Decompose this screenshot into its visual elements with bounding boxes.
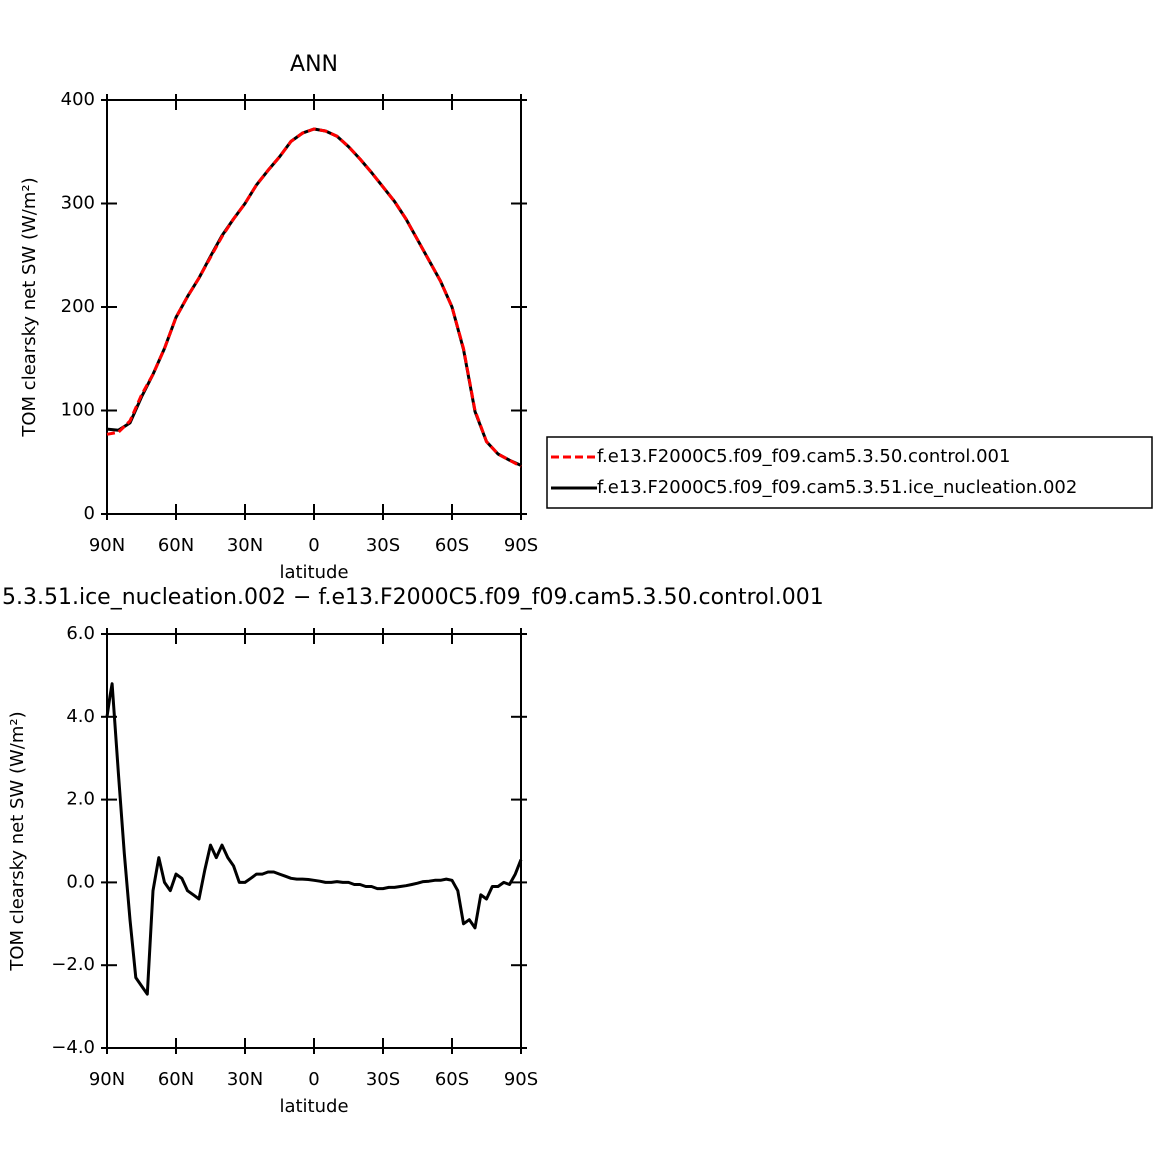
y-tick-label: 400 bbox=[61, 89, 95, 110]
x-tick-label: 30S bbox=[366, 1069, 400, 1090]
y-tick-label: 4.0 bbox=[66, 706, 95, 727]
x-tick-label: 90S bbox=[504, 1069, 538, 1090]
legend-box bbox=[546, 436, 1153, 509]
chart-title: ANN bbox=[290, 52, 338, 77]
data-line bbox=[106, 127, 522, 467]
x-axis-label: latitude bbox=[279, 1096, 348, 1117]
y-tick-label: −4.0 bbox=[51, 1037, 95, 1058]
plot-frame bbox=[106, 99, 522, 515]
x-tick-label: 0 bbox=[308, 535, 319, 556]
x-tick-label: 60S bbox=[435, 535, 469, 556]
x-tick-label: 60N bbox=[158, 1069, 194, 1090]
legend-label: f.e13.F2000C5.f09_f09.cam5.3.51.ice_nucl… bbox=[597, 477, 1077, 498]
x-tick-label: 0 bbox=[308, 1069, 319, 1090]
y-tick-label: 2.0 bbox=[66, 789, 95, 810]
x-tick-label: 60S bbox=[435, 1069, 469, 1090]
y-tick-label: 300 bbox=[61, 193, 95, 214]
x-axis-label: latitude bbox=[279, 562, 348, 583]
x-tick-label: 30N bbox=[227, 535, 263, 556]
data-line bbox=[105, 682, 523, 996]
y-tick-label: −2.0 bbox=[51, 954, 95, 975]
y-tick-label: 100 bbox=[61, 400, 95, 421]
x-tick-label: 90S bbox=[504, 535, 538, 556]
y-tick-label: 6.0 bbox=[66, 623, 95, 644]
y-axis-label: TOM clearsky net SW (W/m²) bbox=[7, 711, 28, 971]
y-tick-label: 0.0 bbox=[66, 871, 95, 892]
x-tick-label: 60N bbox=[158, 535, 194, 556]
plot-frame bbox=[106, 633, 522, 1049]
chart-title: 5.3.51.ice_nucleation.002 − f.e13.F2000C… bbox=[2, 585, 824, 610]
y-tick-label: 0 bbox=[84, 503, 95, 524]
x-tick-label: 30N bbox=[227, 1069, 263, 1090]
legend-label: f.e13.F2000C5.f09_f09.cam5.3.50.control.… bbox=[597, 446, 1010, 467]
x-tick-label: 90N bbox=[89, 1069, 125, 1090]
y-axis-label: TOM clearsky net SW (W/m²) bbox=[19, 177, 40, 437]
y-tick-label: 200 bbox=[61, 296, 95, 317]
data-line bbox=[106, 127, 522, 468]
x-tick-label: 90N bbox=[89, 535, 125, 556]
x-tick-label: 30S bbox=[366, 535, 400, 556]
